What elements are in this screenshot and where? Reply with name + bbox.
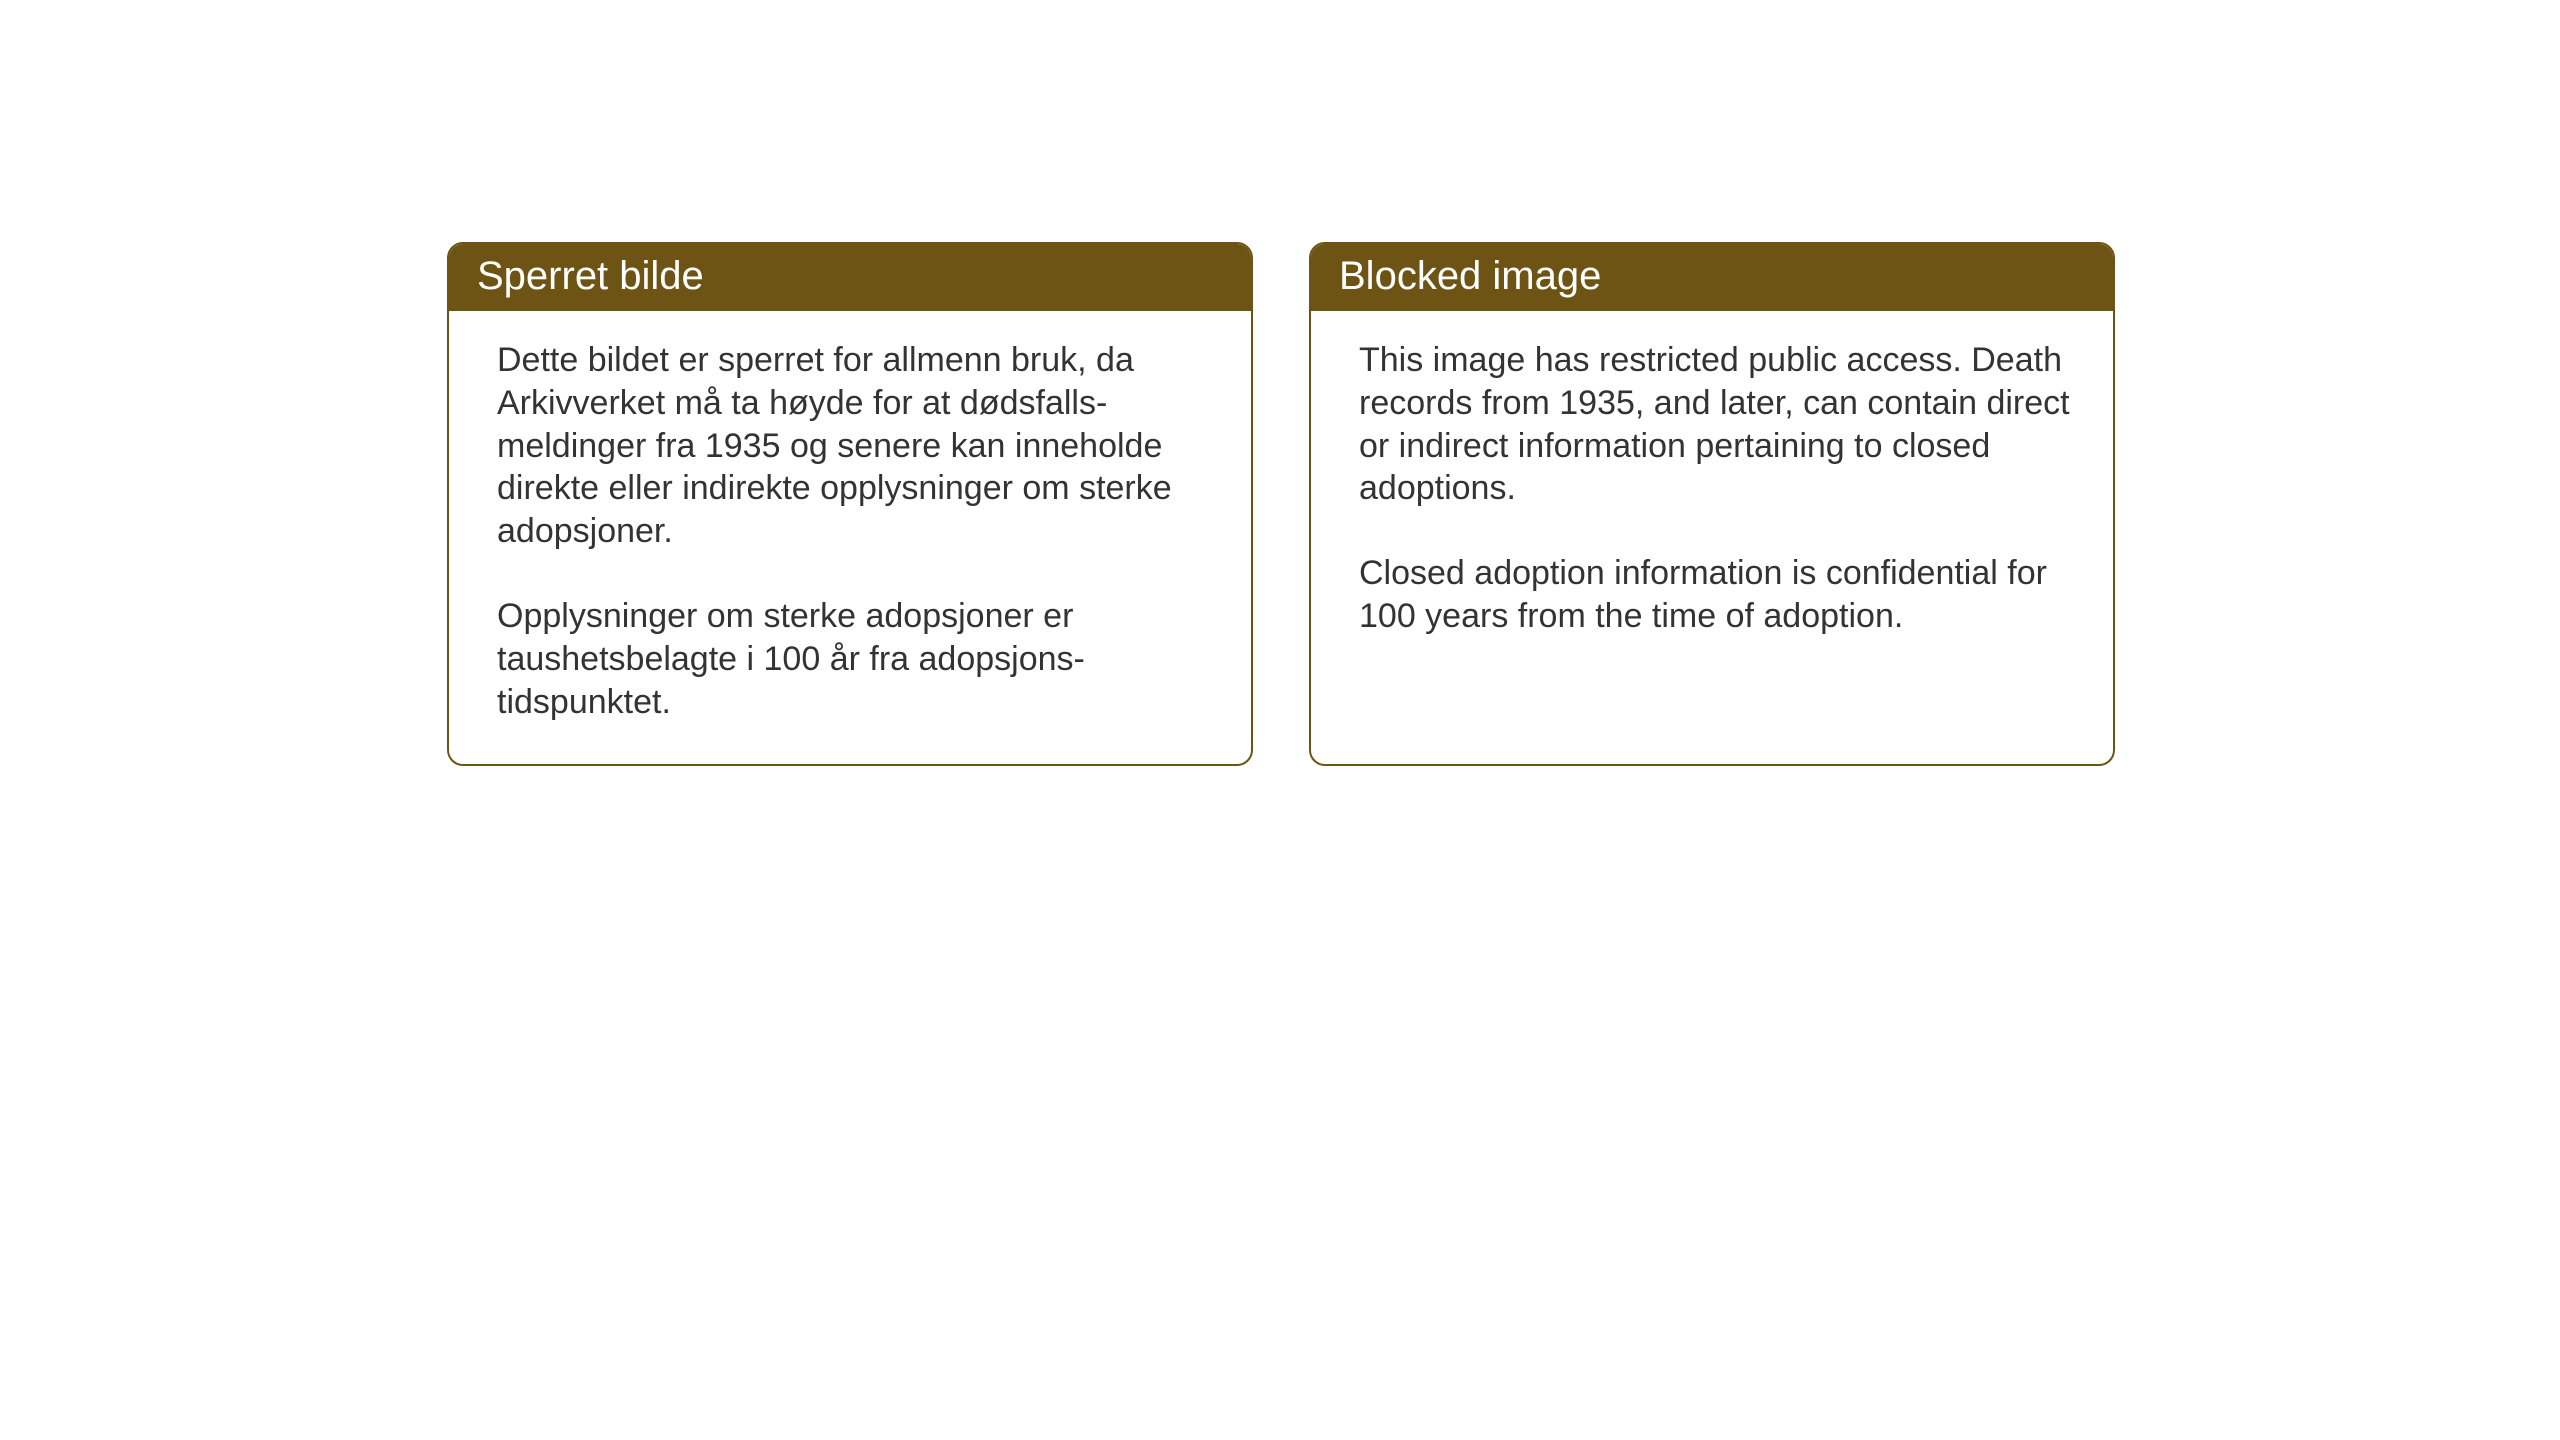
card-english: Blocked image This image has restricted … xyxy=(1309,242,2115,766)
card-norwegian-paragraph-1: Dette bildet er sperret for allmenn bruk… xyxy=(497,339,1209,553)
card-english-paragraph-2: Closed adoption information is confident… xyxy=(1359,552,2071,638)
card-norwegian-header: Sperret bilde xyxy=(449,244,1251,311)
card-norwegian-title: Sperret bilde xyxy=(477,254,704,298)
card-english-paragraph-1: This image has restricted public access.… xyxy=(1359,339,2071,510)
card-english-body: This image has restricted public access.… xyxy=(1311,311,2113,678)
card-norwegian-paragraph-2: Opplysninger om sterke adopsjoner er tau… xyxy=(497,595,1209,723)
card-english-header: Blocked image xyxy=(1311,244,2113,311)
cards-container: Sperret bilde Dette bildet er sperret fo… xyxy=(447,242,2115,766)
card-norwegian-body: Dette bildet er sperret for allmenn bruk… xyxy=(449,311,1251,764)
card-norwegian: Sperret bilde Dette bildet er sperret fo… xyxy=(447,242,1253,766)
card-english-title: Blocked image xyxy=(1339,254,1601,298)
